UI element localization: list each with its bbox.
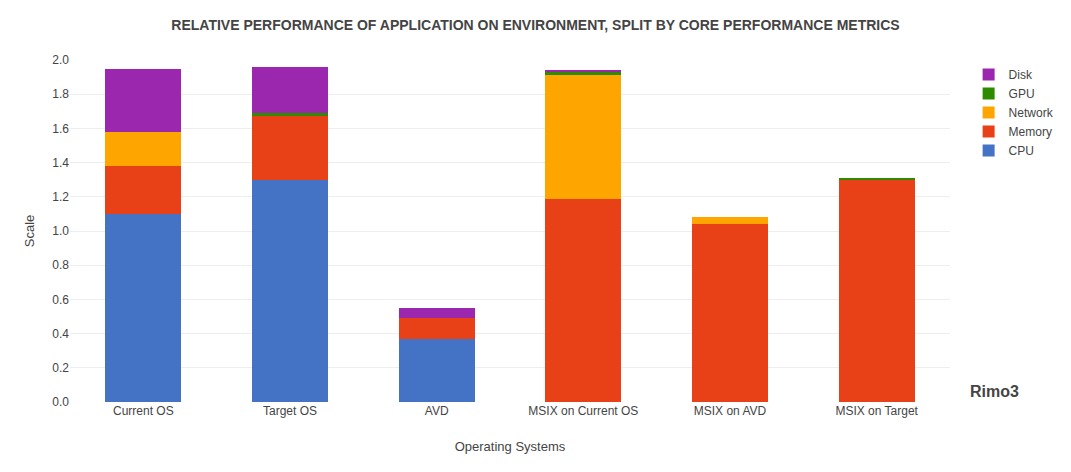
svg-text:1.8: 1.8 — [52, 87, 69, 101]
svg-text:1.4: 1.4 — [52, 156, 69, 170]
svg-text:MSIX on Target: MSIX on Target — [835, 404, 918, 418]
svg-text:Target OS: Target OS — [263, 404, 317, 418]
svg-text:Operating Systems: Operating Systems — [455, 439, 566, 454]
svg-text:MSIX on AVD: MSIX on AVD — [694, 404, 767, 418]
svg-text:AVD: AVD — [425, 404, 449, 418]
svg-text:0.8: 0.8 — [52, 258, 69, 272]
svg-text:Scale: Scale — [22, 215, 37, 248]
svg-text:Current OS: Current OS — [113, 404, 174, 418]
svg-text:0.2: 0.2 — [52, 361, 69, 375]
svg-text:Disk: Disk — [1009, 68, 1033, 82]
svg-text:0.0: 0.0 — [52, 395, 69, 409]
svg-text:Rimo3: Rimo3 — [970, 383, 1019, 400]
svg-text:CPU: CPU — [1009, 144, 1034, 158]
svg-text:RELATIVE PERFORMANCE OF APPLIC: RELATIVE PERFORMANCE OF APPLICATION ON E… — [171, 17, 899, 33]
svg-text:2.0: 2.0 — [52, 53, 69, 67]
svg-text:0.4: 0.4 — [52, 327, 69, 341]
svg-text:MSIX on Current OS: MSIX on Current OS — [528, 404, 638, 418]
svg-text:1.0: 1.0 — [52, 224, 69, 238]
svg-text:GPU: GPU — [1009, 87, 1035, 101]
svg-text:1.6: 1.6 — [52, 122, 69, 136]
svg-text:1.2: 1.2 — [52, 190, 69, 204]
svg-text:Memory: Memory — [1009, 125, 1052, 139]
svg-text:Network: Network — [1009, 106, 1054, 120]
svg-text:0.6: 0.6 — [52, 293, 69, 307]
